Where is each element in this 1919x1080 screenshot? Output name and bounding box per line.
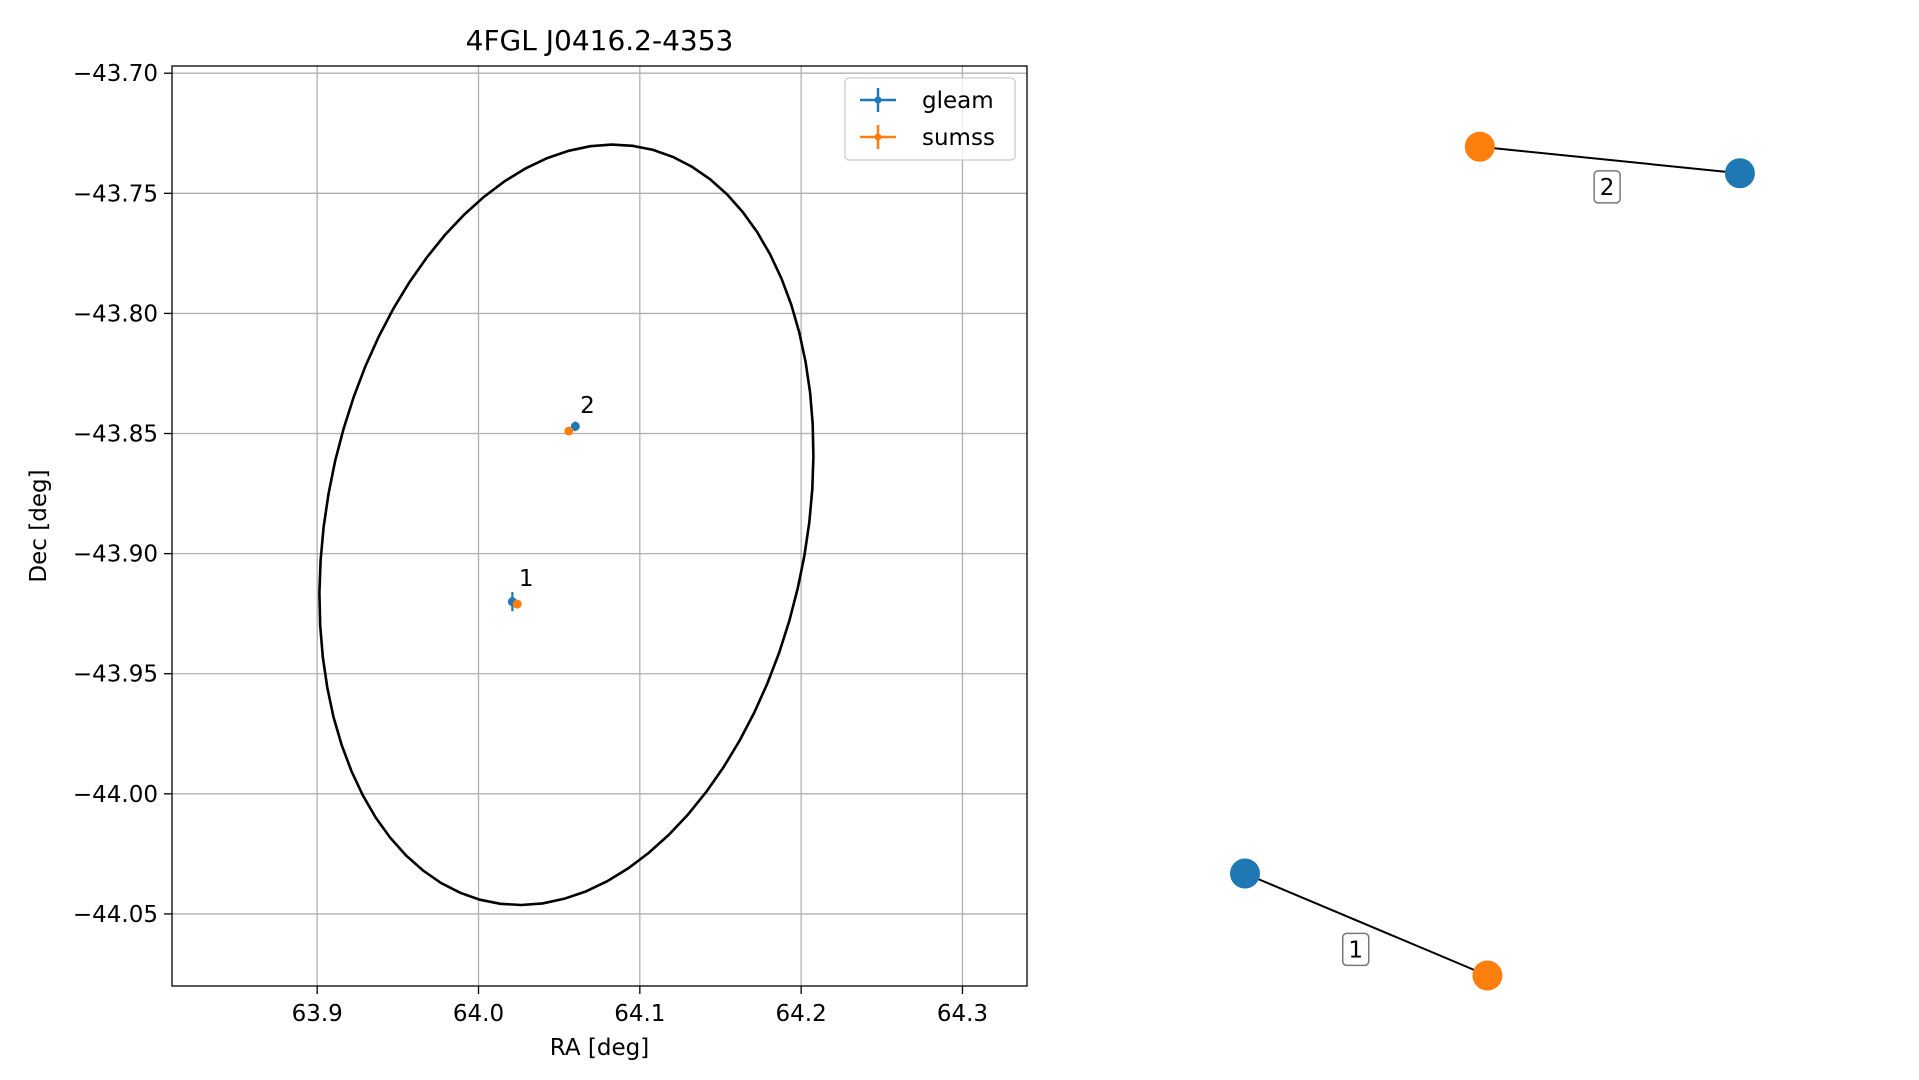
axis-ticks: 63.9 64.0 64.1 64.2 64.3 −43.70 −43.75 −43.80 −4… — [73, 61, 988, 1027]
network-node-sumss — [1472, 960, 1503, 991]
plot-background — [172, 66, 1027, 986]
x-tick-label: 64.1 — [614, 1001, 665, 1027]
y-tick-label: −44.00 — [73, 782, 158, 808]
network-edge — [1244, 872, 1488, 977]
y-axis-label: Dec [deg] — [26, 469, 52, 582]
gleam-point — [570, 421, 580, 432]
network-edges: 12 — [1244, 145, 1741, 977]
legend-label-sumss: sumss — [922, 125, 995, 151]
network-node-gleam — [1230, 858, 1260, 889]
network-nodes — [1230, 131, 1755, 991]
svg-text:2: 2 — [1600, 175, 1615, 201]
plot-frame — [171, 65, 1028, 987]
sumss-point — [512, 599, 522, 609]
y-tick-label: −43.70 — [73, 61, 158, 87]
network-node-sumss — [1464, 131, 1495, 162]
x-axis-label: RA [deg] — [550, 1035, 649, 1061]
y-tick-label: −43.85 — [73, 422, 158, 448]
legend-marker-gleam — [860, 88, 896, 112]
y-tick-label: −43.95 — [73, 662, 158, 688]
error-ellipse — [318, 143, 815, 907]
x-tick-label: 64.0 — [453, 1001, 504, 1027]
legend-label-gleam: gleam — [922, 88, 994, 114]
error-ellipse-layer — [318, 143, 815, 907]
chart-title: 4FGL J0416.2-4353 — [466, 24, 734, 57]
legend-marker-sumss — [860, 125, 896, 149]
network-panel: 12 — [1230, 131, 1755, 991]
legend-box — [844, 77, 1016, 161]
x-tick-label: 63.9 — [292, 1001, 343, 1027]
x-tick-label: 64.2 — [776, 1001, 827, 1027]
svg-text:1: 1 — [1348, 937, 1363, 963]
legend: gleam sumss — [844, 77, 1016, 161]
sumss-point — [564, 426, 574, 436]
data-points: 12 — [507, 393, 595, 612]
scatter-panel: 12 63.9 64.0 64.1 64.2 64.3−43.70−43.75−43.8… — [26, 24, 1028, 1061]
point-label: 2 — [580, 393, 595, 419]
x-tick-label: 64.3 — [937, 1001, 988, 1027]
grid-lines — [172, 66, 1027, 986]
y-tick-label: −43.90 — [73, 542, 158, 568]
network-edge — [1479, 145, 1741, 175]
network-node-gleam — [1724, 158, 1755, 189]
edge-label: 2 — [1593, 170, 1621, 204]
y-tick-label: −44.05 — [73, 902, 158, 928]
edge-label: 1 — [1341, 932, 1370, 967]
y-tick-label: −43.80 — [73, 301, 158, 327]
point-label: 1 — [519, 566, 534, 592]
y-tick-label: −43.75 — [73, 181, 158, 207]
